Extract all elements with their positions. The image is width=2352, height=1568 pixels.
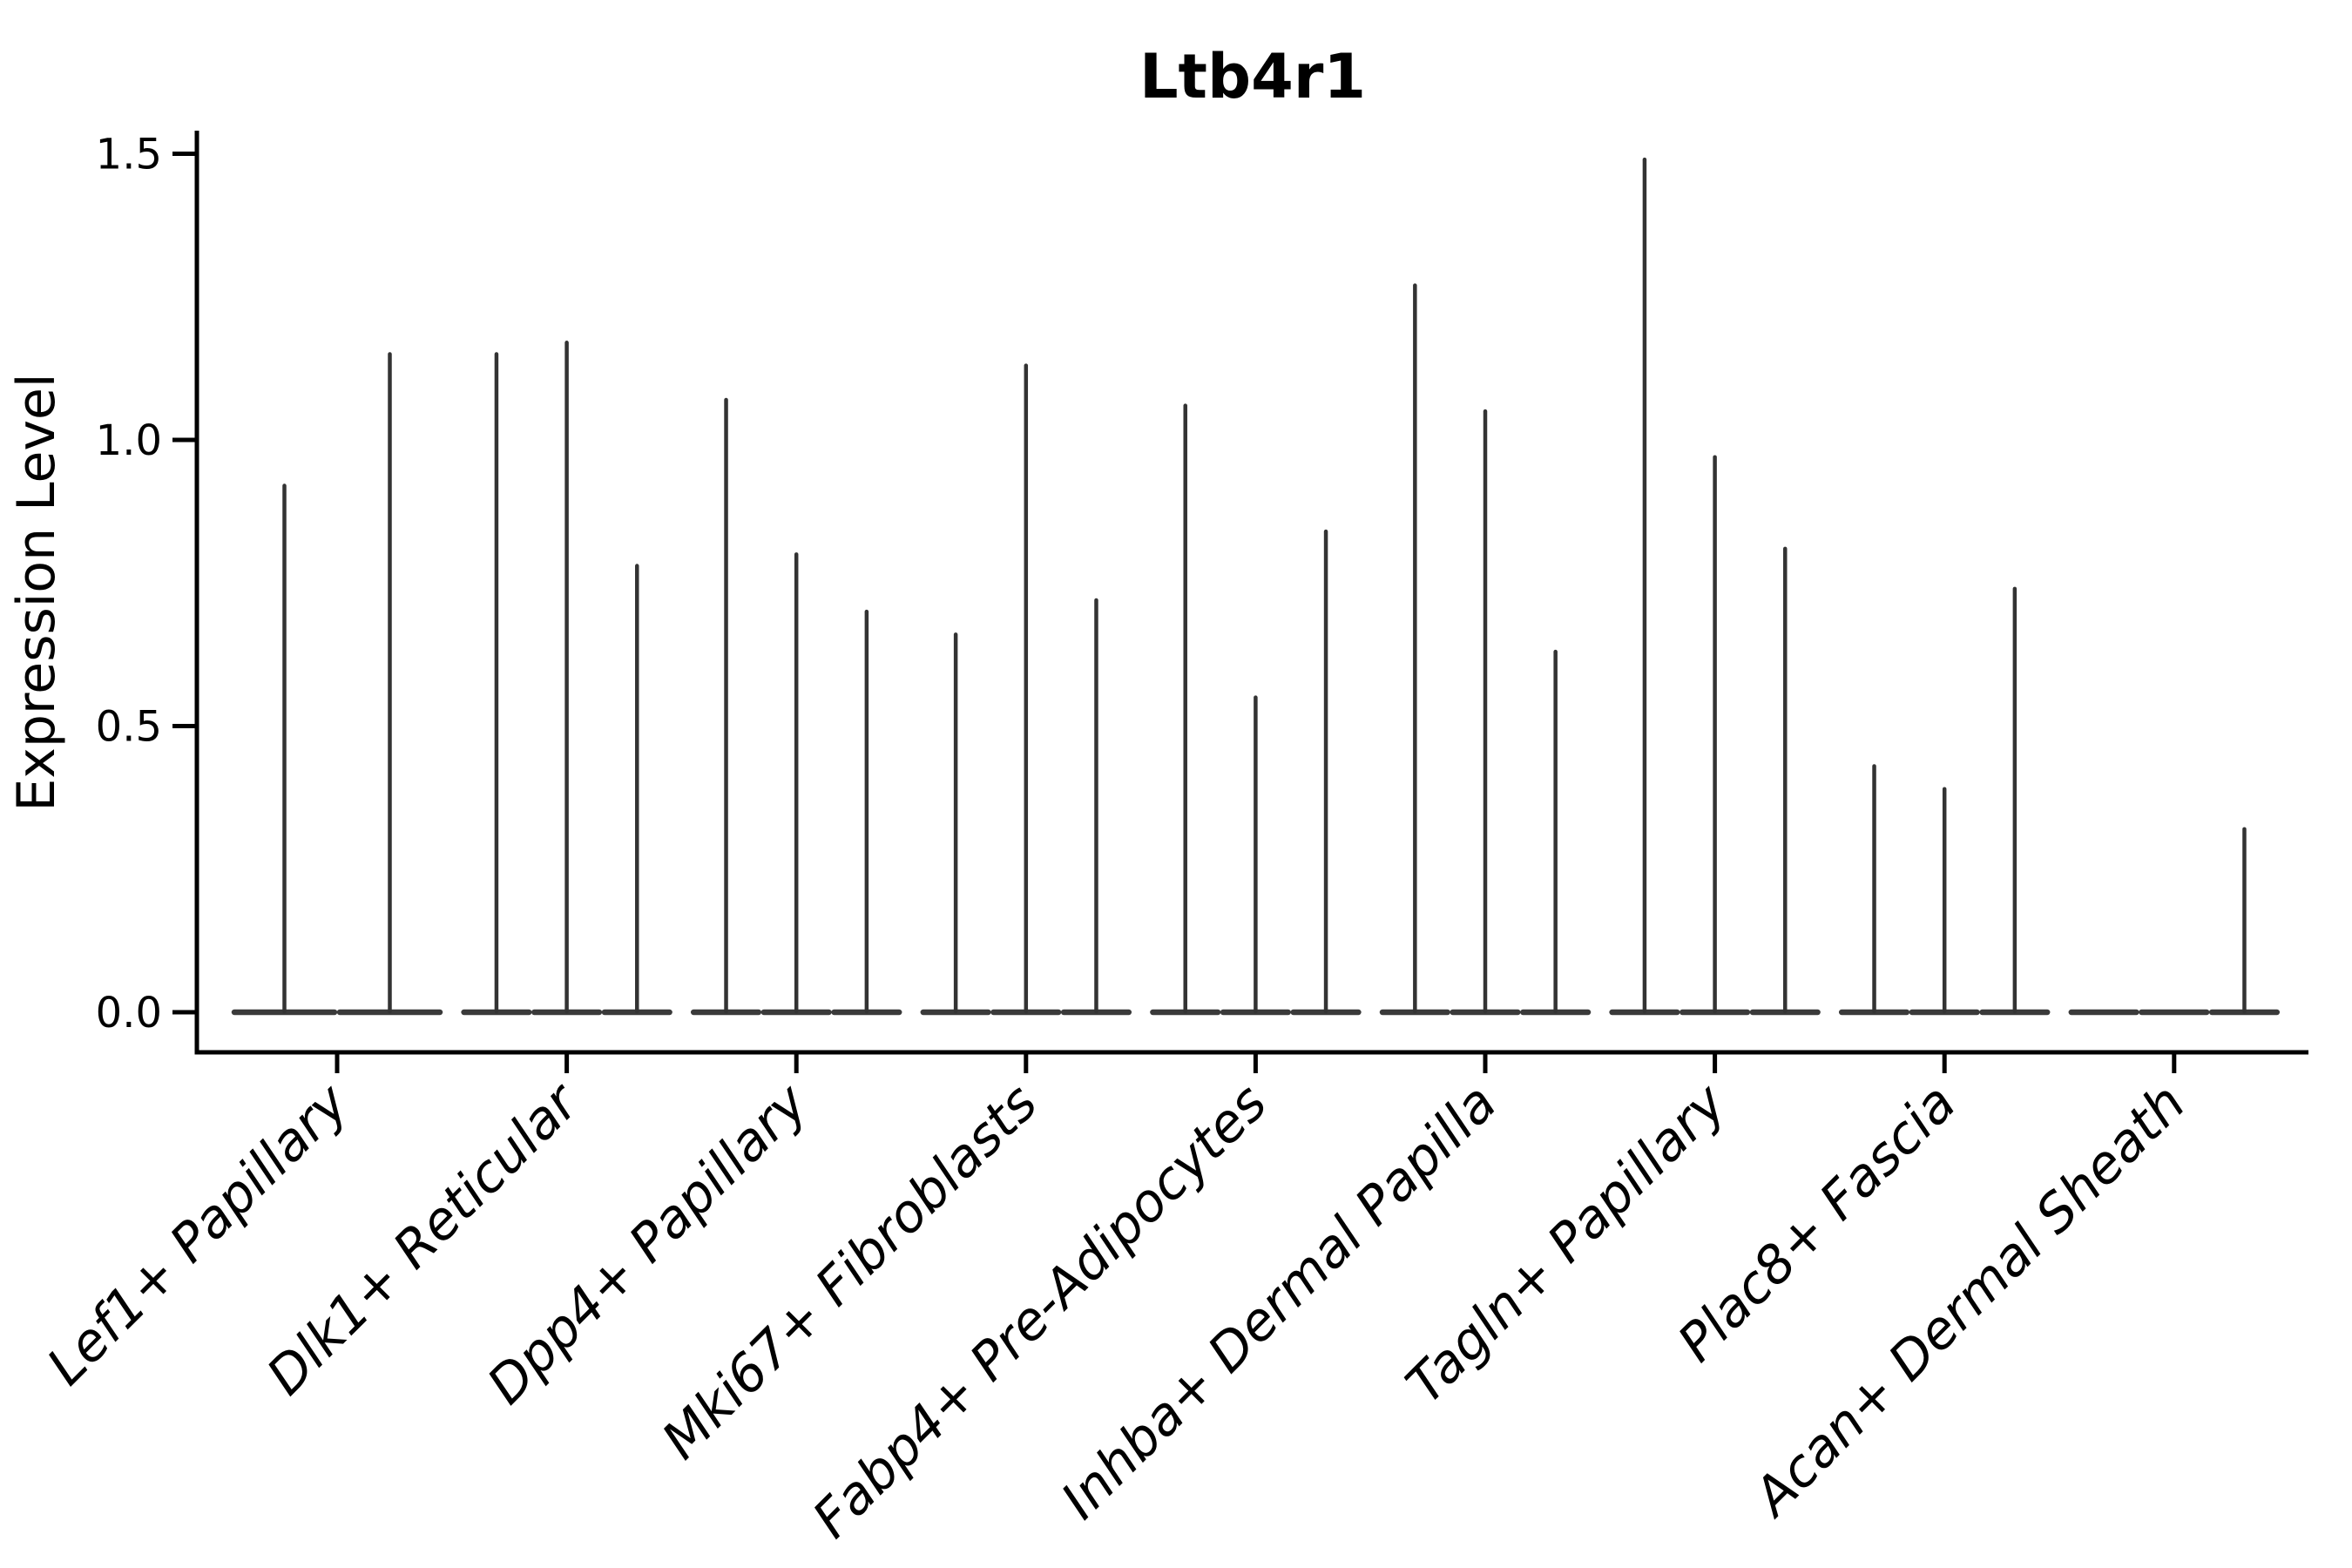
x-tick-label: Mki67+ Fibroblasts — [651, 1072, 1050, 1471]
y-tick-label: 1.5 — [96, 131, 162, 179]
violin-group — [690, 397, 902, 1016]
violin-group — [1379, 283, 1592, 1016]
x-tick-label: Inhba+ Dermal Papilla — [1050, 1072, 1508, 1531]
violin-layer — [231, 157, 2281, 1016]
violin-group — [1838, 586, 2051, 1016]
violin-group — [461, 341, 672, 1016]
plot-title: Ltb4r1 — [1139, 41, 1366, 112]
y-tick-label: 1.0 — [96, 416, 162, 465]
violin-group — [231, 352, 443, 1016]
violin-group — [1150, 403, 1362, 1016]
violin-group — [920, 363, 1132, 1016]
violin-group — [2068, 827, 2281, 1016]
violin-group — [1609, 157, 1821, 1016]
y-axis-label: Expression Level — [6, 373, 67, 811]
x-tick-label: Fabp4+ Pre-Adipocytes — [801, 1072, 1279, 1550]
y-tick-label: 0.0 — [96, 989, 162, 1037]
y-tick-label: 0.5 — [96, 703, 162, 752]
x-tick-label: Acan+ Dermal Sheath — [1740, 1072, 2198, 1530]
